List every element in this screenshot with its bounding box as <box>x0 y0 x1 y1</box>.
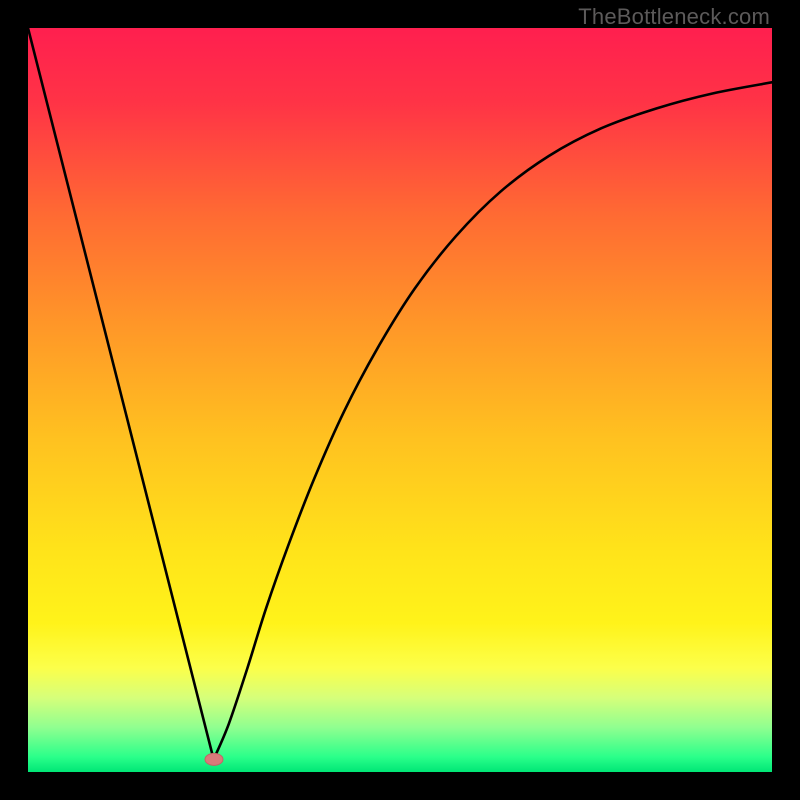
plot-area <box>28 28 772 772</box>
curve-right-branch <box>214 82 772 758</box>
curve-layer <box>28 28 772 772</box>
chart-container: TheBottleneck.com <box>0 0 800 800</box>
curve-left-branch <box>28 28 214 761</box>
vertex-marker <box>205 753 223 765</box>
watermark-text: TheBottleneck.com <box>578 4 770 30</box>
